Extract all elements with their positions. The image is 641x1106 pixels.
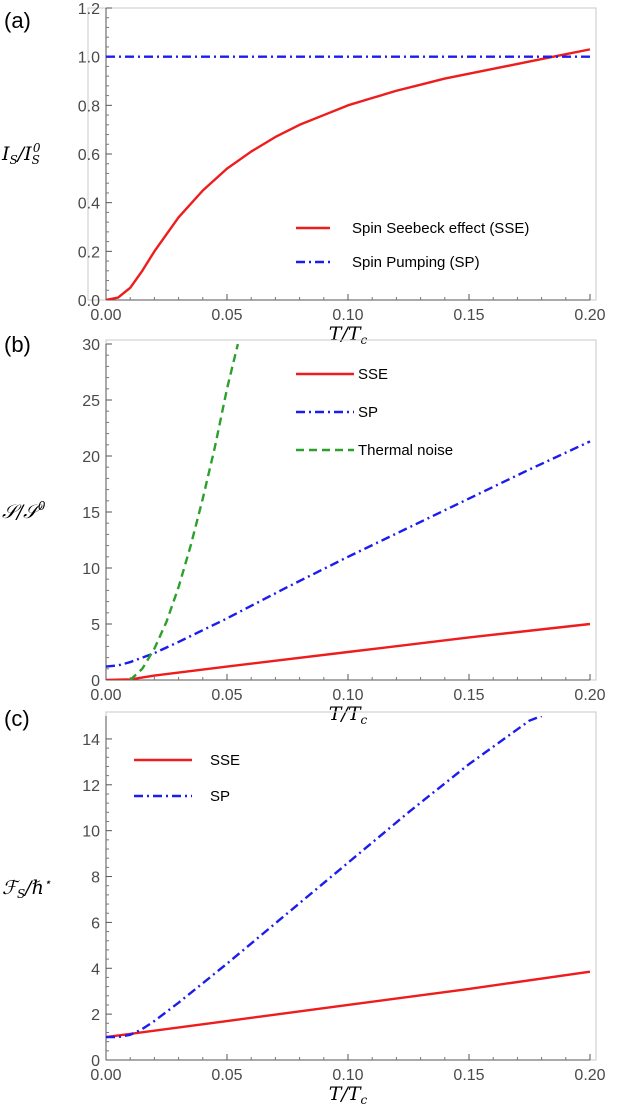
plot-frame [87, 7, 597, 301]
legend-entry: Spin Pumping (SP) [352, 254, 480, 271]
legend: Spin Seebeck effect (SSE) Spin Pumping (S… [296, 220, 529, 271]
chart-panel-a: 0.00 0.05 0.10 0.15 0.20 0.0 0.2 0.4 0.6 0.8 1.0 1.… [1, 1, 606, 347]
series-line-thermal-noise [129, 344, 240, 680]
y-tick-label: 0 [91, 673, 100, 690]
x-tick-label: 0.15 [453, 687, 484, 704]
y-tick-label: 20 [82, 449, 100, 466]
y-tick-label: 25 [82, 393, 100, 410]
y-tick-label: 1.2 [78, 1, 100, 18]
y-tick-label: 4 [91, 961, 100, 978]
y-tick-label: 15 [82, 505, 100, 522]
y-tick-label: 1.0 [78, 50, 100, 67]
y-tick-label: 30 [82, 337, 100, 354]
legend-entry: Thermal noise [358, 442, 453, 459]
series-line-sp [106, 440, 591, 668]
x-axis-label: T/Tc [329, 323, 368, 347]
legend-entry: SP [358, 404, 378, 421]
chart-panel-b: 0.00 0.05 0.10 0.15 0.20 0 5 10 15 20 25 30 SSE SP The… [2, 332, 606, 727]
plot-frame [105, 711, 597, 1061]
legend: SSE SP [134, 752, 240, 805]
x-tick-label: 0.20 [574, 307, 605, 324]
x-tick-label: 0.10 [332, 307, 363, 324]
series-line-spin-seebeck-effect-sse- [106, 48, 591, 300]
y-tick-label: 6 [91, 915, 100, 932]
y-axis-label: 𝒮/𝒮0 [2, 499, 46, 523]
y-tick-label: 0.2 [78, 244, 100, 261]
legend-entry: SSE [358, 366, 388, 383]
y-tick-label: 0.0 [78, 293, 100, 310]
x-tick-label: 0.20 [574, 1067, 605, 1084]
y-tick-label: 0.4 [78, 196, 100, 213]
y-tick-label: 8 [91, 870, 100, 887]
y-axis-label: ℱS/ℏ⋆ [2, 875, 52, 901]
legend-entry: SP [210, 788, 230, 805]
y-tick-label: 0.6 [78, 147, 100, 164]
x-tick-label: 0.10 [332, 1067, 363, 1084]
x-tick-label: 0.05 [211, 307, 242, 324]
series-line-sse [106, 622, 591, 680]
plot-frame [105, 339, 597, 681]
x-tick-label: 0.10 [332, 687, 363, 704]
x-tick-label: 0.20 [574, 687, 605, 704]
x-tick-label: 0.15 [453, 1067, 484, 1084]
x-tick-label: 0.05 [211, 1067, 242, 1084]
series-line-sse [106, 970, 591, 1039]
y-tick-label: 10 [82, 824, 100, 841]
x-axis-label: T/Tc [329, 703, 368, 727]
x-tick-label: 0.00 [90, 687, 121, 704]
x-tick-label: 0.00 [90, 1067, 121, 1084]
panel-label: (c) [4, 706, 30, 731]
legend: SSE SP Thermal noise [296, 366, 453, 459]
y-tick-label: 12 [82, 778, 100, 795]
panel-label: (b) [4, 332, 31, 357]
y-tick-label: 0 [91, 1053, 100, 1070]
x-axis-label: T/Tc [329, 1083, 368, 1106]
y-axis-label: IS/IS0 [1, 141, 41, 167]
x-tick-label: 0.15 [453, 307, 484, 324]
y-tick-label: 5 [91, 617, 100, 634]
x-tick-label: 0.00 [90, 307, 121, 324]
x-tick-label: 0.05 [211, 687, 242, 704]
y-tick-label: 14 [82, 732, 100, 749]
y-tick-label: 2 [91, 1007, 100, 1024]
legend-entry: Spin Seebeck effect (SSE) [352, 220, 529, 237]
panel-label: (a) [4, 8, 31, 33]
series-line-sp [106, 716, 543, 1039]
y-tick-label: 10 [82, 561, 100, 578]
legend-entry: SSE [210, 752, 240, 769]
y-tick-label: 0.8 [78, 98, 100, 115]
chart-panel-c: 0.00 0.05 0.10 0.15 0.20 0 2 4 6 8 10 12 14 SSE SP (c) T… [2, 706, 606, 1106]
